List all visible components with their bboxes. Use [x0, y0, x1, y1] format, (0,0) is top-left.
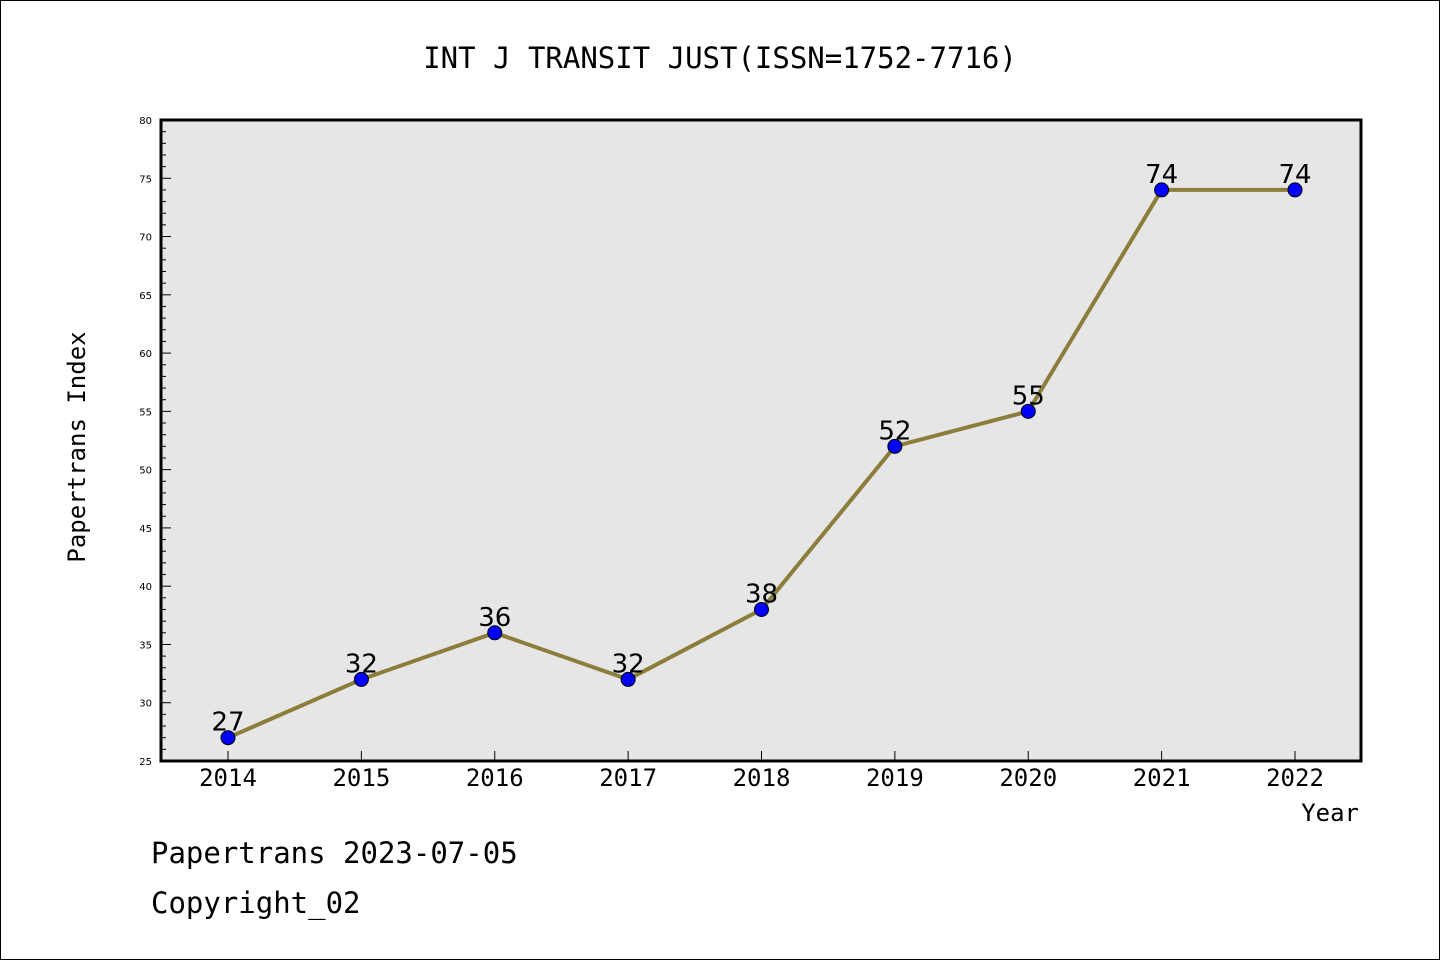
data-point [220, 730, 236, 746]
data-label: 38 [745, 579, 778, 609]
data-point [1154, 182, 1170, 198]
plot-area [161, 120, 1361, 761]
data-label: 74 [1145, 160, 1178, 190]
x-axis: 2014 2015 2016 2017 2018 2019 2020 2021 2022 [199, 751, 1324, 792]
x-tick-label: 2016 [466, 764, 524, 792]
x-tick-label: 2019 [866, 764, 924, 792]
x-tick-label: 2020 [999, 764, 1057, 792]
x-axis-label: Year [1301, 799, 1359, 827]
y-axis: 25 30 35 40 45 50 55 60 65 70 75 80 [139, 116, 171, 768]
x-tick-label: 2022 [1266, 764, 1324, 792]
y-tick-label: 55 [139, 407, 152, 418]
data-label: 74 [1278, 160, 1311, 190]
chart-title: INT J TRANSIT JUST(ISSN=1752-7716) [423, 41, 1017, 75]
y-tick-label: 35 [139, 640, 152, 651]
y-tick-label: 60 [139, 349, 152, 360]
data-point [754, 601, 769, 617]
data-point [1287, 182, 1303, 198]
y-tick-label: 50 [139, 466, 152, 477]
data-label: 36 [478, 603, 511, 633]
data-label: 27 [211, 708, 244, 738]
y-tick-label: 40 [139, 582, 152, 593]
data-point [1020, 403, 1036, 419]
y-tick-label: 75 [139, 174, 152, 185]
x-tick-label: 2017 [599, 764, 657, 792]
x-tick-label: 2018 [733, 764, 791, 792]
footer-date: Papertrans 2023-07-05 [151, 836, 518, 870]
y-axis-label: Papertrans Index [63, 331, 91, 562]
y-tick-label: 45 [139, 524, 152, 535]
y-tick-label: 30 [139, 699, 152, 710]
data-label: 32 [345, 649, 378, 679]
y-tick-label: 70 [139, 233, 152, 244]
x-tick-label: 2021 [1133, 764, 1191, 792]
data-label: 52 [878, 416, 911, 446]
data-point [353, 671, 369, 687]
y-tick-label: 80 [139, 116, 152, 127]
data-point [620, 671, 636, 687]
x-tick-label: 2014 [199, 764, 257, 792]
data-label: 32 [612, 649, 645, 679]
x-tick-label: 2015 [332, 764, 390, 792]
data-point [487, 625, 503, 641]
footer-copyright: Copyright_02 [151, 886, 361, 920]
y-tick-label: 65 [139, 291, 152, 302]
data-label: 55 [1012, 381, 1045, 411]
series-line-group: 27 32 36 32 38 52 55 74 74 [211, 160, 1312, 746]
y-tick-label: 25 [139, 757, 152, 768]
plot-border [159, 118, 1363, 763]
data-point [887, 438, 903, 454]
